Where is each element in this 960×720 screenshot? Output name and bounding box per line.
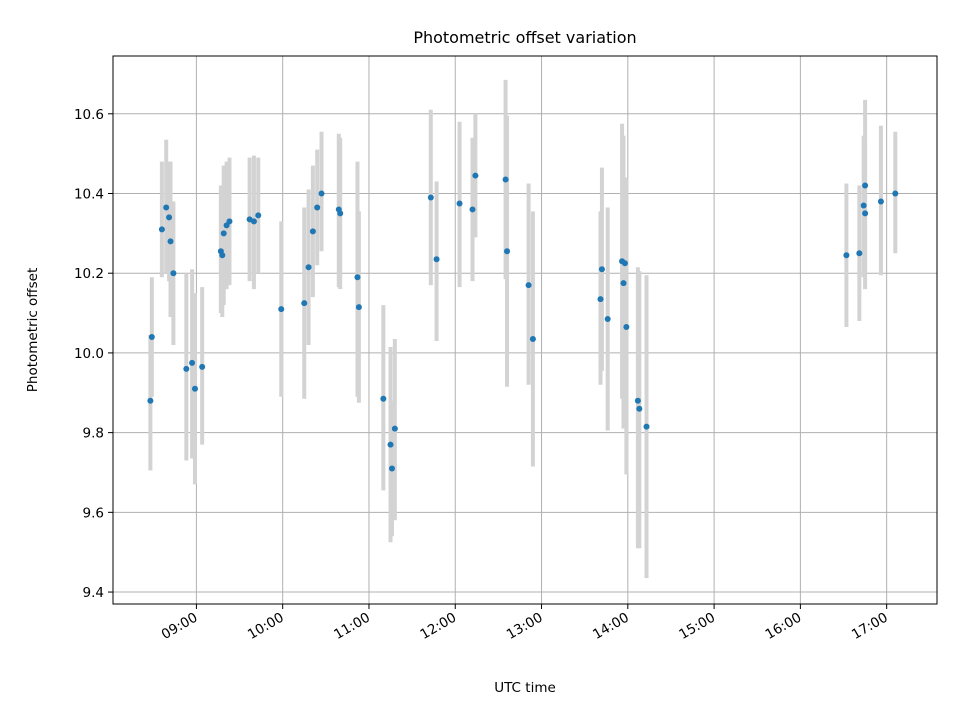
data-point: [337, 210, 344, 217]
data-point: [355, 304, 362, 311]
plot-frame: [112, 55, 938, 605]
data-point: [278, 306, 285, 313]
data-point: [318, 190, 325, 197]
data-point: [877, 198, 884, 205]
data-point: [167, 238, 174, 245]
data-point: [250, 218, 257, 225]
data-point: [189, 359, 196, 366]
data-point: [158, 226, 165, 233]
data-point: [147, 397, 154, 404]
y-tick-label: 10.4: [74, 186, 104, 202]
data-point: [604, 316, 611, 323]
data-point: [860, 202, 867, 209]
data-point: [502, 176, 509, 183]
y-tick-label: 9.8: [83, 426, 104, 442]
chart-title: Photometric offset variation: [413, 28, 636, 47]
data-point: [354, 274, 361, 281]
data-point: [380, 395, 387, 402]
data-point: [387, 441, 394, 448]
data-point: [148, 333, 155, 340]
data-point: [199, 363, 206, 370]
data-point: [391, 425, 398, 432]
y-tick-label: 10.0: [74, 346, 104, 362]
data-point: [856, 250, 863, 257]
data-point: [892, 190, 899, 197]
data-point: [226, 218, 233, 225]
data-point: [255, 212, 262, 219]
data-point: [598, 266, 605, 273]
data-point: [472, 172, 479, 179]
y-tick-label: 9.6: [83, 505, 104, 521]
data-point: [862, 210, 869, 217]
data-point: [623, 324, 630, 331]
data-point: [597, 296, 604, 303]
data-point: [843, 252, 850, 259]
data-point: [862, 182, 869, 189]
data-point: [191, 385, 198, 392]
y-tick-label: 10.2: [74, 266, 104, 282]
data-point: [433, 256, 440, 263]
data-point: [620, 280, 627, 287]
x-axis-label: UTC time: [494, 680, 556, 696]
data-point: [220, 230, 227, 237]
y-tick-label: 9.4: [83, 585, 104, 601]
data-point: [469, 206, 476, 213]
data-point: [525, 282, 532, 289]
data-point: [166, 214, 173, 221]
data-point: [634, 397, 641, 404]
data-point: [170, 270, 177, 277]
data-points: [147, 172, 899, 472]
data-point: [636, 405, 643, 412]
y-tick-label: 10.6: [74, 107, 104, 123]
data-point: [301, 300, 308, 307]
data-point: [621, 260, 628, 267]
data-point: [529, 335, 536, 342]
data-point: [388, 465, 395, 472]
data-point: [305, 264, 312, 271]
data-point: [314, 204, 321, 211]
data-point: [163, 204, 170, 211]
data-point: [504, 248, 511, 255]
data-point: [456, 200, 463, 207]
data-point: [219, 252, 226, 259]
data-point: [309, 228, 316, 235]
y-axis-ticks: 9.4 9.6 9.8 10.0 10.2 10.4 10.6: [74, 107, 113, 601]
data-point: [643, 423, 650, 430]
y-axis-label: Photometric offset: [25, 268, 41, 392]
data-point: [427, 194, 434, 201]
data-point: [183, 365, 190, 372]
